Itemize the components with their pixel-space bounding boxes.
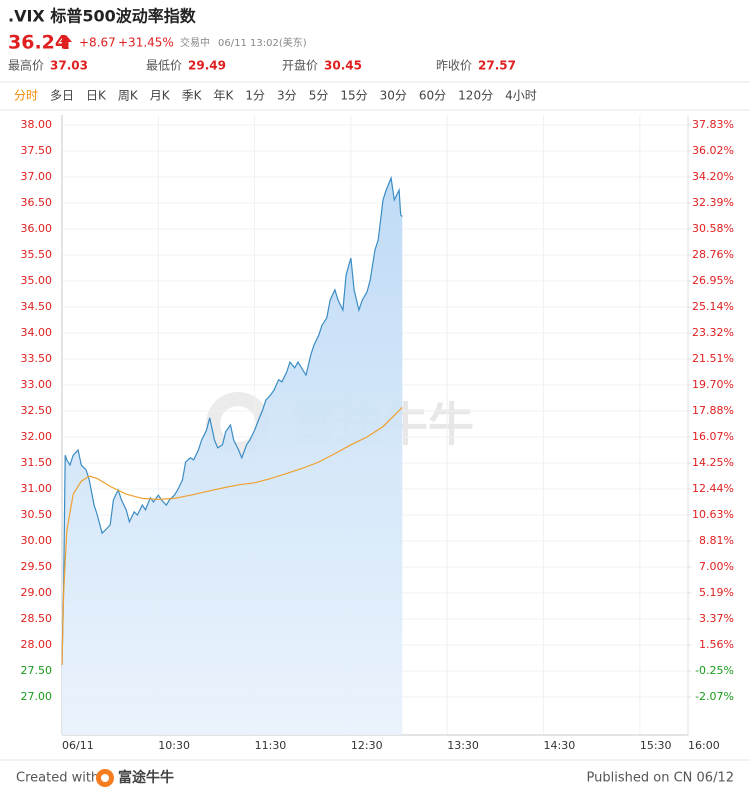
- tab[interactable]: 5分: [309, 89, 329, 103]
- y2-tick-label: 3.37%: [699, 612, 734, 625]
- stat-value: 30.45: [324, 59, 362, 73]
- y2-tick-label: 37.83%: [692, 118, 734, 131]
- price-line: [61, 175, 403, 665]
- x-tick-label: 12:30: [351, 739, 383, 752]
- y2-tick-label: 21.51%: [692, 352, 734, 365]
- y-tick-label: 38.00: [21, 118, 53, 131]
- y2-tick-label: 1.56%: [699, 638, 734, 651]
- tab[interactable]: 多日: [50, 89, 74, 103]
- y2-tick-label: 10.63%: [692, 508, 734, 521]
- y-tick-label: 30.50: [21, 508, 53, 521]
- y-tick-label: 36.50: [21, 196, 53, 209]
- y-tick-label: 32.00: [21, 430, 53, 443]
- y-tick-label: 27.50: [21, 664, 53, 677]
- footer-brand: 富途牛牛: [118, 769, 174, 786]
- tab[interactable]: 1分: [245, 89, 265, 103]
- stats: 最高价 37.03 最低价 29.49 开盘价 30.45 昨收价 27.57: [8, 58, 516, 73]
- y2-tick-label: 32.39%: [692, 196, 734, 209]
- y2-tick-label: 34.20%: [692, 170, 734, 183]
- y2-tick-label: 36.02%: [692, 144, 734, 157]
- tab[interactable]: 季K: [182, 89, 203, 103]
- y2-tick-label: 26.95%: [692, 274, 734, 287]
- y-tick-label: 31.00: [21, 482, 53, 495]
- y-tick-label: 35.50: [21, 248, 53, 261]
- y2-tick-label: 23.32%: [692, 326, 734, 339]
- tab[interactable]: 60分: [419, 89, 446, 103]
- y2-tick-label: 12.44%: [692, 482, 734, 495]
- average-line: [61, 406, 403, 665]
- x-tick-label: 16:00: [688, 739, 720, 752]
- y-tick-label: 37.50: [21, 144, 53, 157]
- y-tick-label: 33.50: [21, 352, 53, 365]
- y-tick-label: 34.00: [21, 326, 53, 339]
- x-tick-label: 14:30: [544, 739, 576, 752]
- tab[interactable]: 分时: [14, 89, 38, 103]
- tab[interactable]: 4小时: [505, 89, 537, 103]
- y2-tick-label: 5.19%: [699, 586, 734, 599]
- status: 交易中: [180, 36, 210, 49]
- stat-label: 最高价: [8, 58, 44, 73]
- x-tick-label: 06/11: [62, 739, 94, 752]
- y2-tick-label: 7.00%: [699, 560, 734, 573]
- footer-left: Created with: [16, 771, 99, 786]
- tab[interactable]: 3分: [277, 89, 297, 103]
- y2-tick-label: 17.88%: [692, 404, 734, 417]
- up-arrow: [60, 35, 72, 49]
- y-tick-label: 33.00: [21, 378, 53, 391]
- chart: 38.00 37.50 37.00 36.50 36.00 35.50 35.00 34.50…: [21, 115, 734, 752]
- tab[interactable]: 月K: [150, 89, 171, 103]
- tab[interactable]: 120分: [458, 89, 493, 103]
- change: +8.67: [79, 36, 116, 50]
- area: [62, 178, 403, 735]
- y-tick-label: 37.00: [21, 170, 53, 183]
- tab[interactable]: 日K: [86, 89, 107, 103]
- x-tick-label: 13:30: [447, 739, 479, 752]
- stat-value: 27.57: [478, 59, 516, 73]
- y2-tick-label: 16.07%: [692, 430, 734, 443]
- y2-tick-label: -0.25%: [695, 664, 734, 677]
- y-tick-label: 36.00: [21, 222, 53, 235]
- y-tick-label: 28.00: [21, 638, 53, 651]
- y2-tick-label: 25.14%: [692, 300, 734, 313]
- footer-right: Published on CN 06/12: [587, 771, 734, 786]
- y-tick-label: 35.00: [21, 274, 53, 287]
- time: 06/11 13:02(美东): [218, 36, 307, 49]
- y-tick-label: 32.50: [21, 404, 53, 417]
- tab[interactable]: 年K: [214, 89, 235, 103]
- stat-label: 最低价: [146, 59, 182, 73]
- y-tick-label: 30.00: [21, 534, 53, 547]
- stat-value: 29.49: [188, 59, 226, 73]
- title: .VIX 标普500波动率指数: [8, 7, 197, 26]
- tab[interactable]: 30分: [380, 89, 407, 103]
- y2-tick-label: 19.70%: [692, 378, 734, 391]
- y-tick-label: 34.50: [21, 300, 53, 313]
- y-tick-label: 29.50: [21, 560, 53, 573]
- y-tick-label: 29.00: [21, 586, 53, 599]
- tab[interactable]: 15分: [340, 89, 367, 103]
- footer-logo: [101, 774, 109, 782]
- tab[interactable]: 周K: [118, 89, 139, 103]
- x-tick-label: 11:30: [255, 739, 287, 752]
- y2-tick-label: 14.25%: [692, 456, 734, 469]
- y2-tick-label: 30.58%: [692, 222, 734, 235]
- y2-tick-label: 8.81%: [699, 534, 734, 547]
- stat-label: 昨收价: [436, 59, 472, 73]
- price: 36.24: [8, 32, 68, 54]
- y-tick-label: 27.00: [21, 690, 53, 703]
- x-tick-label: 15:30: [640, 739, 672, 752]
- stat-label: 开盘价: [282, 58, 318, 73]
- y-tick-label: 28.50: [21, 612, 53, 625]
- x-tick-label: 10:30: [158, 739, 190, 752]
- stat-value: 37.03: [50, 59, 88, 73]
- tabs: 分时 多日 日K 周K 月K 季K 年K 1分 3分 5分 15分 30分 60分 120分 4小时: [14, 89, 537, 103]
- y2-tick-label: -2.07%: [695, 690, 734, 703]
- y-tick-label: 31.50: [21, 456, 53, 469]
- y2-tick-label: 28.76%: [692, 248, 734, 261]
- change-pct: +31.45%: [118, 36, 174, 50]
